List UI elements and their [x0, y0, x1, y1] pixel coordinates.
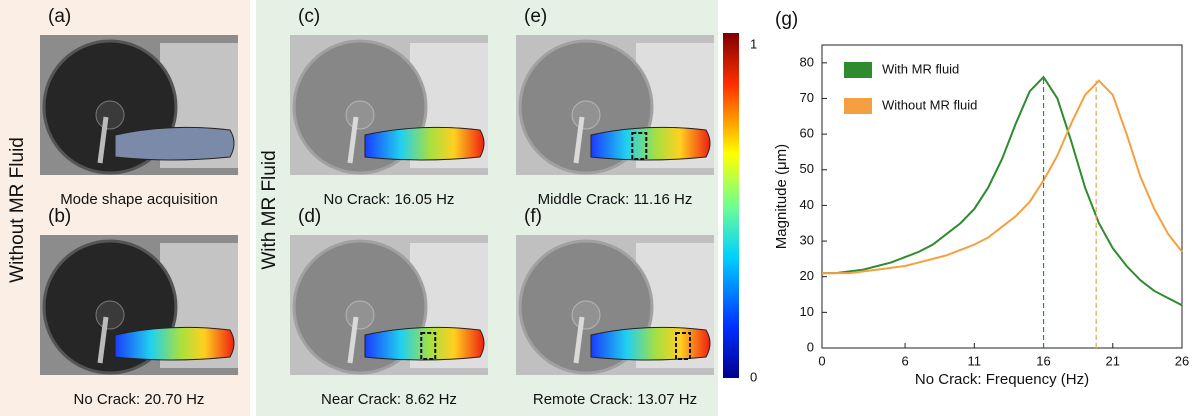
photo [516, 235, 714, 375]
caption: Mode shape acquisition [60, 191, 218, 208]
y-tick-label: 50 [800, 161, 814, 176]
x-tick-label: 26 [1175, 353, 1189, 368]
panel-tag: (a) [48, 6, 71, 27]
y-tick-label: 60 [800, 126, 814, 141]
x-tick-label: 6 [901, 353, 908, 368]
hub [96, 101, 124, 129]
panel-tag: (c) [298, 6, 320, 27]
left-label: Without MR Fluid [7, 137, 28, 283]
beam [591, 127, 710, 160]
photo [516, 35, 714, 175]
panel-tag: (f) [524, 206, 542, 227]
y-tick-label: 10 [800, 304, 814, 319]
x-tick-label: 16 [1036, 353, 1050, 368]
beam [115, 127, 234, 160]
x-axis-label: No Crack: Frequency (Hz) [915, 371, 1089, 388]
panel-tag: (d) [298, 206, 321, 227]
beam [591, 327, 710, 360]
photo [290, 235, 488, 375]
panel-tag: (g) [775, 9, 798, 30]
panel-tag: (e) [524, 6, 547, 27]
y-tick-label: 40 [800, 197, 814, 212]
figure: Without MR Fluid With MR Fluid (a) Mode s… [0, 0, 1198, 416]
middle-label: With MR Fluid [259, 150, 280, 269]
photo [40, 35, 238, 175]
plot-frame [822, 45, 1182, 348]
panel-tag: (b) [48, 206, 71, 227]
hub [96, 301, 124, 329]
colorbar [723, 33, 739, 378]
series-line [822, 81, 1182, 273]
legend-swatch [844, 98, 872, 114]
series-line [822, 77, 1182, 305]
x-tick-label: 21 [1106, 353, 1120, 368]
colorbar-tick: 1 [750, 36, 757, 51]
caption: No Crack: 16.05 Hz [324, 191, 455, 208]
y-tick-label: 30 [800, 232, 814, 247]
y-tick-label: 0 [807, 339, 814, 354]
beam [365, 127, 484, 160]
y-tick-label: 80 [800, 54, 814, 69]
caption: Remote Crack: 13.07 Hz [533, 391, 697, 408]
colorbar-tick: 0 [750, 369, 757, 384]
x-tick-label: 11 [968, 353, 982, 368]
x-tick-label: 0 [818, 353, 825, 368]
y-tick-label: 70 [800, 90, 814, 105]
y-tick-label: 20 [800, 268, 814, 283]
caption: Near Crack: 8.62 Hz [321, 391, 457, 408]
caption: Middle Crack: 11.16 Hz [538, 191, 693, 208]
y-axis-label: Magnitude (μm) [773, 144, 790, 249]
beam [115, 327, 234, 360]
legend-swatch [844, 62, 872, 78]
photo [290, 35, 488, 175]
caption: No Crack: 20.70 Hz [74, 391, 205, 408]
photo [40, 235, 238, 375]
legend-label: Without MR fluid [882, 97, 977, 112]
legend-label: With MR fluid [882, 61, 959, 76]
